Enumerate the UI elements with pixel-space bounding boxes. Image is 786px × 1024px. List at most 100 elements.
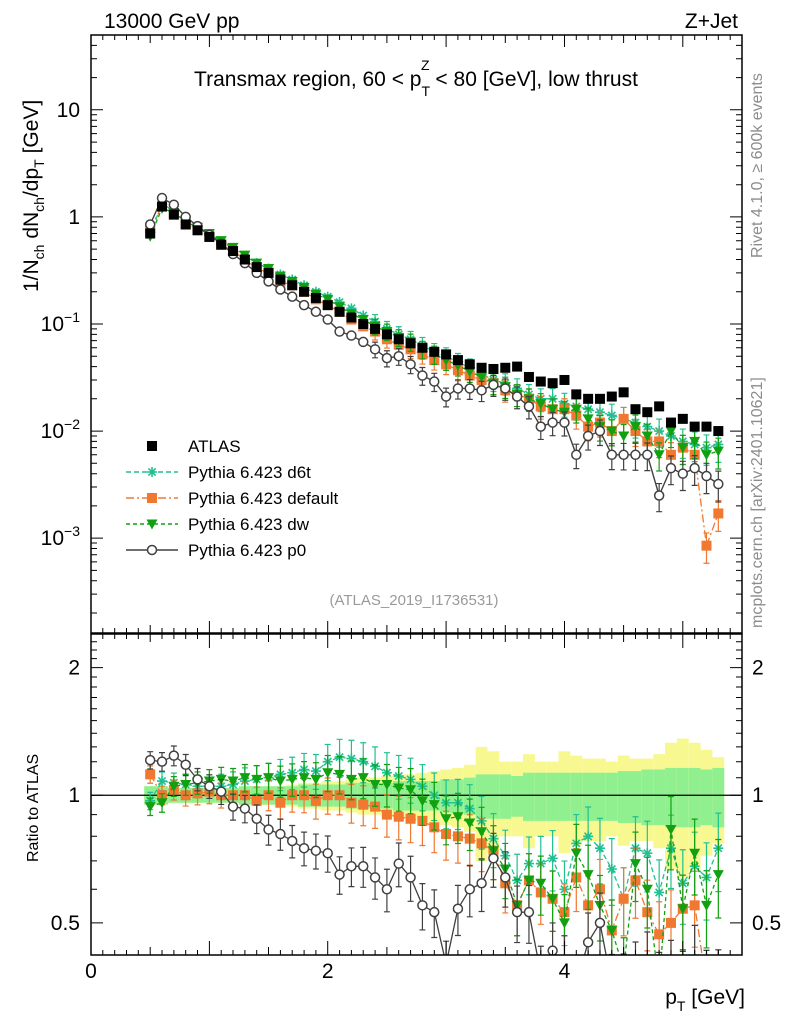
x-tick-label: 2 [322,960,334,983]
ratio-series-p0-point [263,824,274,835]
process-label: Z+Jet [685,10,738,33]
ratio-band-inner [523,772,535,821]
ratio-band-inner [712,767,725,828]
series-d6t-point [606,410,617,421]
ratio-series-dw-point [168,781,180,792]
ratio-series-dw-point [286,774,298,785]
series-p0-point [630,449,641,461]
ratio-series-p0-point [523,906,535,918]
legend-label-dw: Pythia 6.423 dw [188,515,310,534]
series-data-point [488,363,499,374]
y-tick-label: 1 [68,206,80,229]
series-p0-point [559,417,570,428]
series-data-point [157,201,168,212]
series-data-point [287,280,298,291]
ratio-series-dw-point [405,785,417,796]
ratio-y-tick-label-left: 1 [68,784,80,807]
series-data-point [405,338,416,349]
ratio-tick-marks [90,634,743,955]
series-dw-point [712,446,724,457]
series-p0-point [393,350,404,362]
series-p0-point [594,425,606,437]
series-data-point [630,404,641,415]
ratio-series-p0-point [369,872,381,883]
series-data-point [654,401,665,412]
ratio-series-p0-point [488,853,499,864]
ratio-series-layer [144,738,724,955]
ratio-series-p0-point [275,828,286,840]
ratio-series-p0-point [215,786,227,797]
series-p0-point [334,326,345,337]
main-plot-panel: 10 1 10−1 10−2 10−3 Transmax region, 60 < pT… [20,34,743,634]
ratio-series-p0-point [500,872,511,883]
ratio-series-p0-point [168,750,180,761]
series-data-point [512,361,523,372]
ratio-series-dw-point [251,774,263,785]
series-data-point [358,318,369,329]
ratio-series-default-point [251,795,262,806]
series-p0-point [523,401,535,412]
series-data-point [168,209,179,220]
y-tick-label: 10−1 [41,309,81,336]
ratio-y-tick-label-right: 1 [752,784,764,807]
series-data-point [346,312,357,323]
rivet-version-label: Rivet 4.1.0, ≥ 600k events [749,73,766,258]
ratio-band-inner [641,769,654,826]
ratio-series-dw-point [381,780,393,791]
ratio-series-dw-point [156,798,168,809]
series-data-point [535,376,546,387]
legend-label-d6t: Pythia 6.423 d6t [188,463,311,482]
ratio-series-default-point [654,929,665,940]
ratio-series-dw-point [677,904,689,915]
series-p0-point [156,192,168,204]
ratio-series-dw-point [322,768,334,779]
legend: ATLAS Pythia 6.423 d6t Pythia 6.423 defaul… [126,437,339,560]
ratio-series-d6t-point [157,776,168,787]
ratio-series-p0-point [227,801,239,812]
series-p0-point [263,276,274,287]
series-data-point [677,413,688,424]
ratio-series-default-point [405,813,416,824]
series-data-point [583,393,594,404]
ratio-band-inner [688,767,701,828]
ratio-series-p0-point [156,756,168,767]
ratio-band-inner [653,769,666,826]
ratio-series-p0-point [393,858,404,869]
ratio-series-default-point [346,797,357,808]
series-data-point [606,391,617,402]
ratio-series-dw-point [263,773,275,784]
ratio-series-p0-point [334,869,345,880]
ratio-series-dw-point [180,780,192,791]
series-p0-point [452,383,464,394]
ratio-band-inner [629,771,642,824]
series-default-point [618,413,629,424]
ratio-plot-panel: 2 2 1 1 0.5 0.5 0 2 4 Ratio to ATLAS pT [GeV] [25,633,781,1014]
ratio-series-dw-point [239,773,251,784]
ratio-series-dw-point [665,825,677,836]
legend-marker-default [147,493,157,503]
series-p0-point [464,383,476,394]
legend-item-default: Pythia 6.423 default [126,489,339,508]
main-tick-marks [90,34,743,633]
series-p0-point [168,199,180,210]
ratio-series-dw-point [428,800,440,811]
series-p0-point [417,370,428,381]
series-p0-point [511,391,523,402]
series-data-point [263,267,274,278]
series-p0-point [677,468,689,479]
series-data-point [310,292,321,303]
ratio-series-default-point [689,900,700,911]
ratio-series-d6t-point [654,887,665,898]
series-data-point [275,274,286,285]
series-d6t-point [334,297,345,308]
ratio-series-d6t-point [594,843,605,854]
series-dw-point [570,404,582,415]
ratio-series-p0-point [180,759,191,771]
ratio-series-p0-point [346,861,357,872]
series-dw-point [322,294,334,305]
series-data-point [594,393,605,404]
series-data-point [204,231,215,242]
ratio-series-dw-point [369,780,381,791]
ratio-series-p0-point [464,884,476,895]
analysis-watermark: (ATLAS_2019_I1736531) [329,592,498,609]
